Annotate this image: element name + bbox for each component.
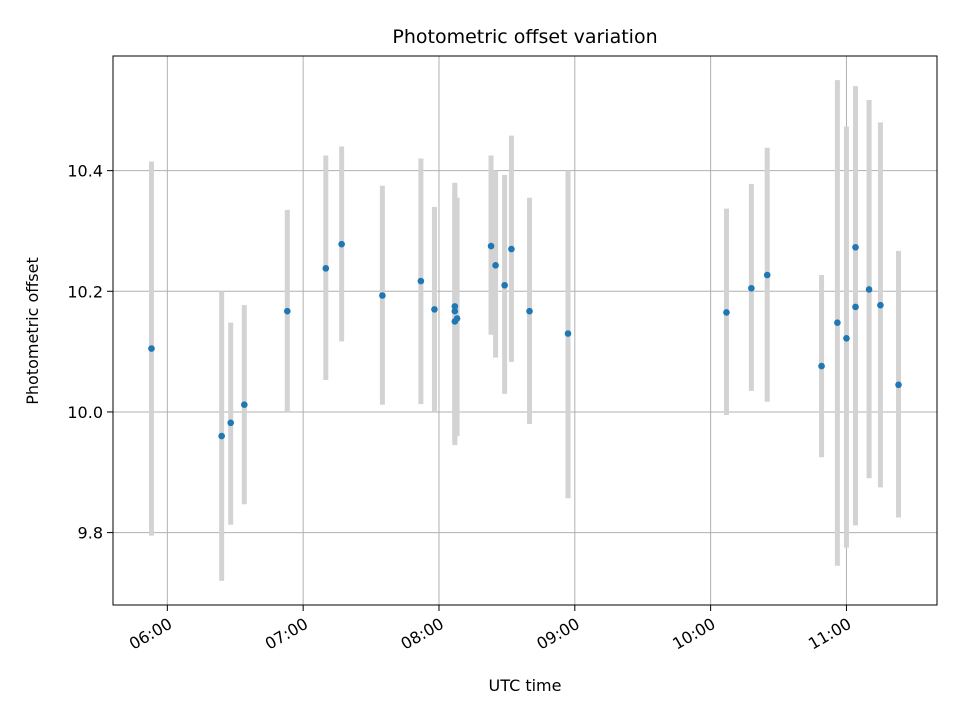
y-tick-label: 10.0 [67,403,103,422]
y-axis-ticks: 9.8 10.0 10.2 10.4 [67,162,113,543]
data-point [240,401,248,409]
data-point [338,240,345,248]
data-point [763,271,771,279]
data-point [379,292,386,299]
data-point [227,419,235,427]
error-bars [148,80,902,581]
data-point [564,330,572,337]
data-point [322,265,330,272]
chart-title: Photometric offset variation [392,26,657,48]
data-point [723,309,730,316]
x-axis-label: UTC time [489,676,562,695]
data-point [492,262,499,269]
data-point [843,335,850,342]
data-point [451,303,459,310]
data-point [508,245,515,253]
data-point [284,307,291,315]
data-point [748,284,755,292]
x-tick-label: 07:00 [262,614,311,654]
x-tick-label: 10:00 [669,614,718,654]
data-point [501,281,508,289]
y-tick-label: 9.8 [78,524,103,543]
y-tick-label: 10.2 [67,282,103,301]
data-point [453,315,461,322]
data-point [431,306,438,313]
x-tick-label: 11:00 [805,614,854,654]
data-point [852,303,859,311]
x-tick-label: 09:00 [533,614,582,654]
data-point [834,319,841,326]
data-point [417,277,425,285]
data-point [877,301,884,309]
data-point [487,242,495,250]
x-tick-label: 06:00 [126,614,175,654]
x-axis-ticks: 06:00 07:00 08:00 09:00 10:00 11:00 [126,605,854,654]
data-point [852,243,859,251]
y-axis-label: Photometric offset [23,257,42,405]
plot-frame [112,55,938,606]
data-point [451,307,459,315]
x-tick-label: 08:00 [398,614,447,654]
data-point [526,307,533,315]
data-point [148,345,155,352]
data-point [218,432,225,440]
data-point [895,381,902,389]
y-tick-label: 10.4 [67,162,103,181]
data-points [148,240,902,440]
data-point [865,286,873,293]
grid [113,56,937,605]
data-point [818,362,825,370]
